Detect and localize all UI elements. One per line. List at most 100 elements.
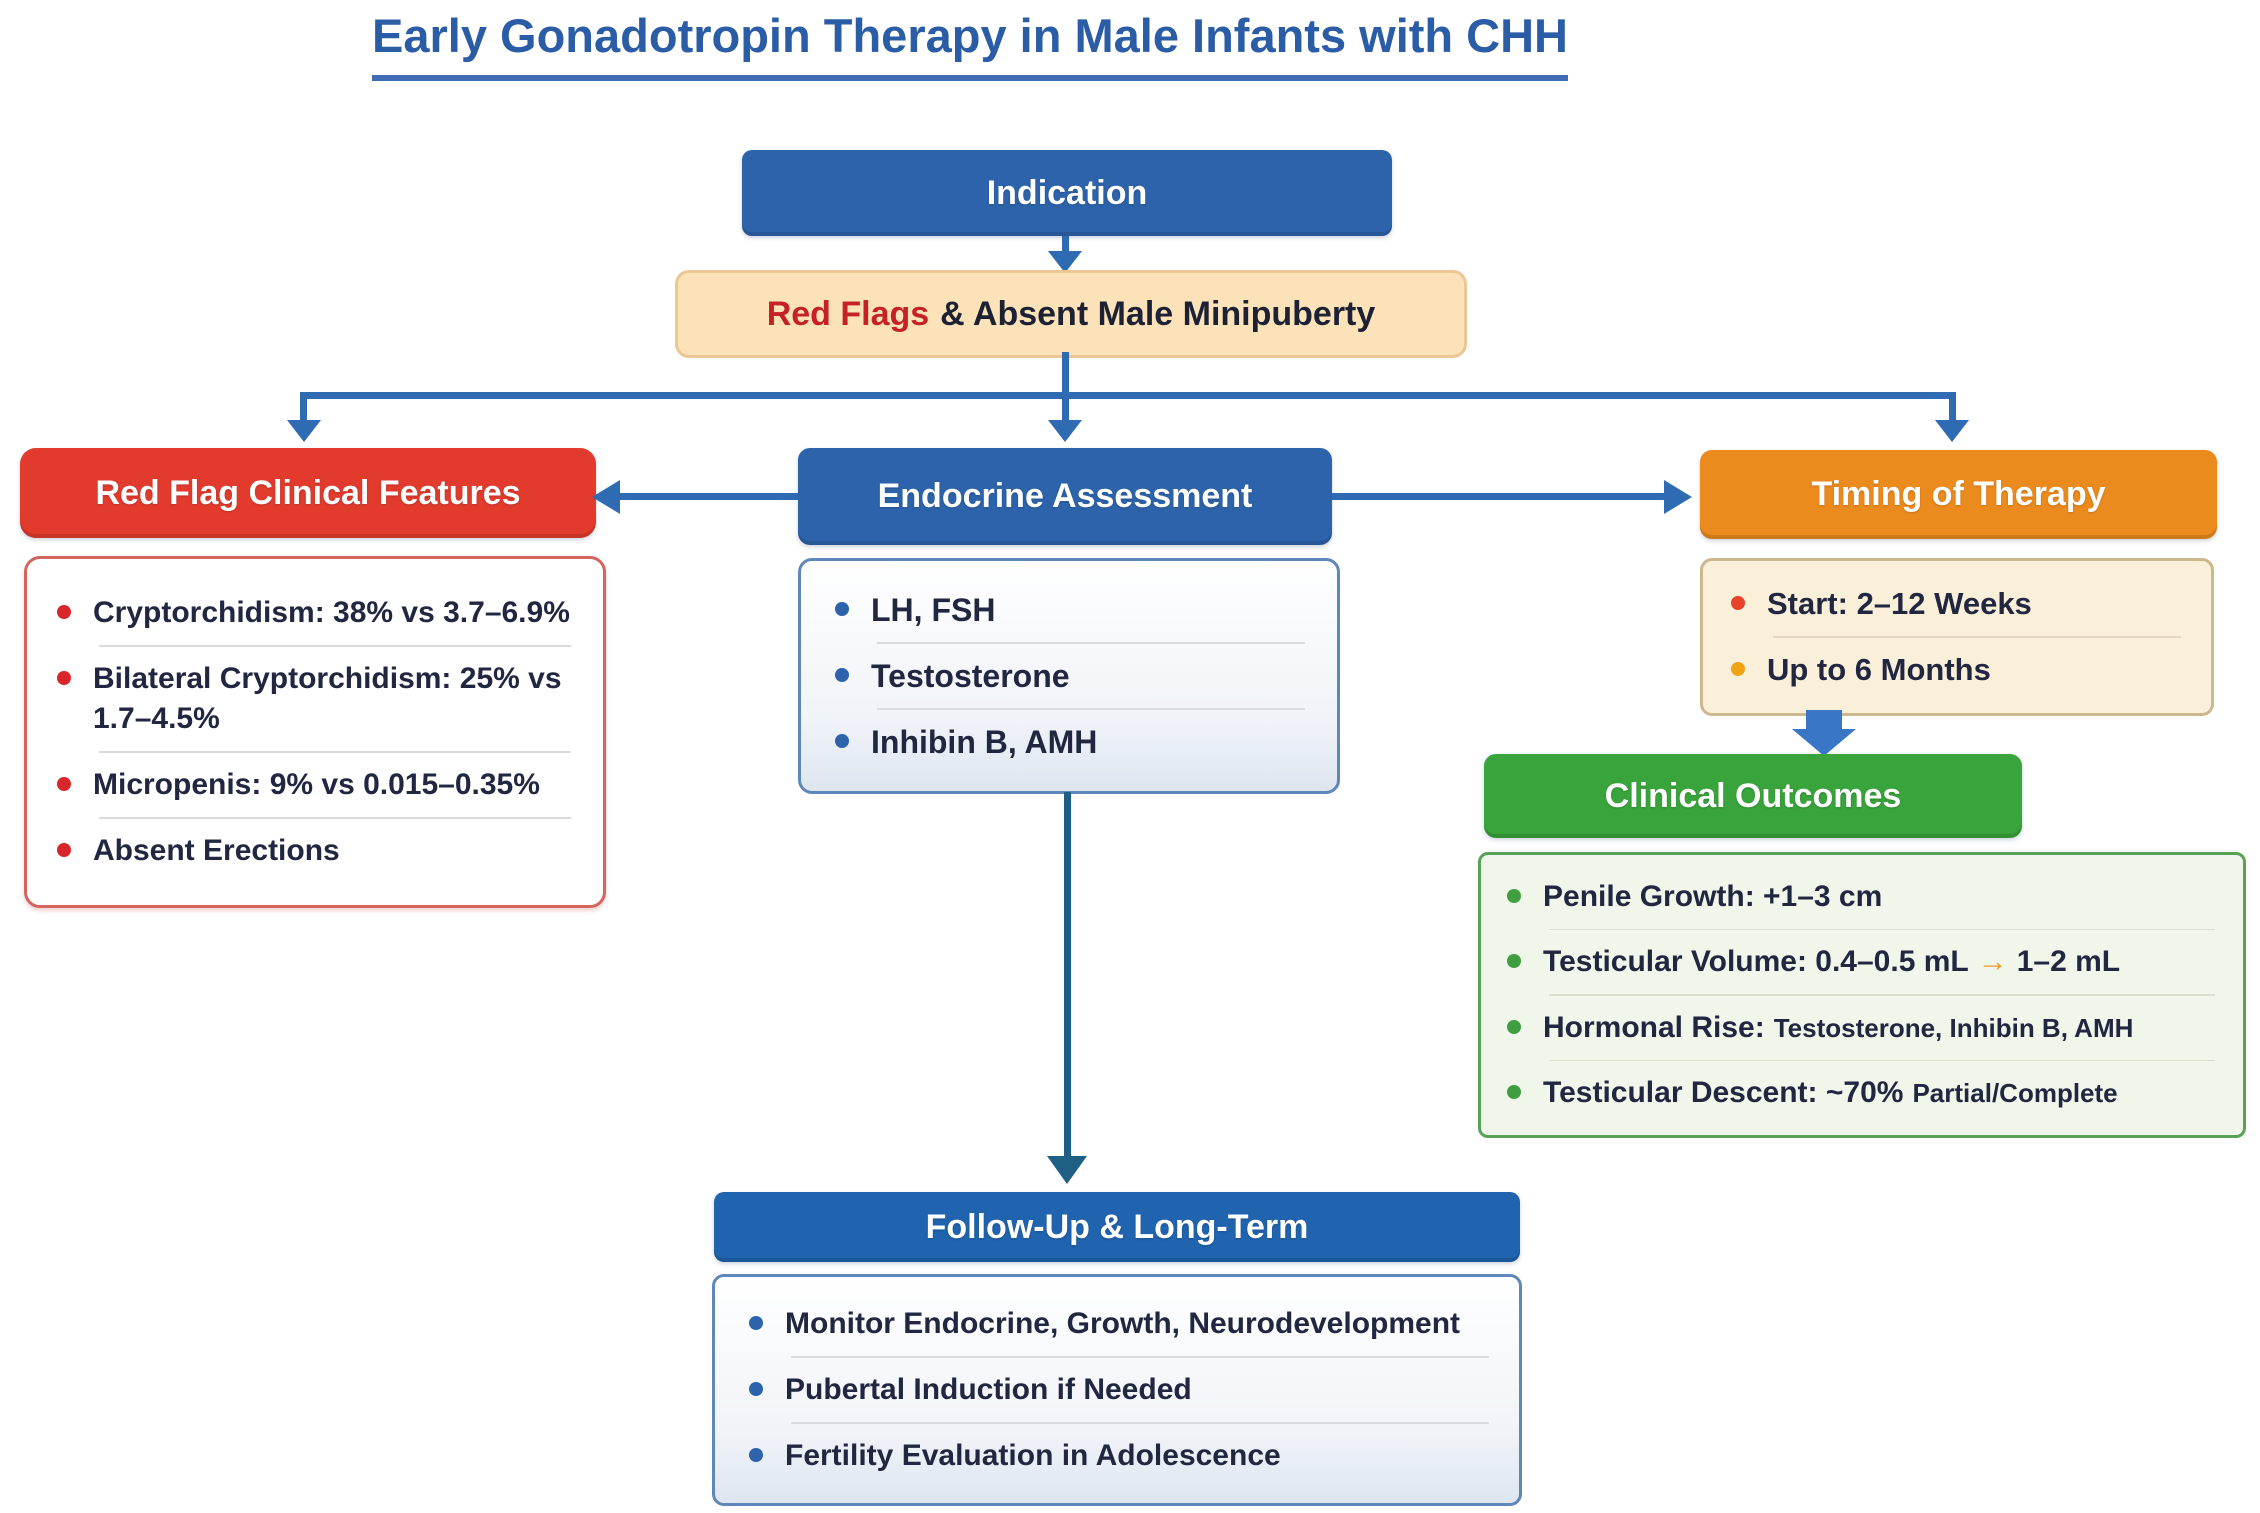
list-divider bbox=[877, 708, 1305, 710]
list-divider bbox=[1549, 1059, 2215, 1061]
list-item-text: Inhibin B, AMH bbox=[871, 724, 1098, 760]
list-item: Start: 2–12 Weeks bbox=[1731, 574, 2195, 634]
list-divider bbox=[99, 645, 571, 647]
list-item: Monitor Endocrine, Growth, Neurodevelopm… bbox=[749, 1294, 1503, 1354]
list-divider bbox=[1549, 994, 2215, 996]
bullet-dot-icon bbox=[1731, 596, 1745, 610]
red-flags-banner: Red Flags & Absent Male Minipuberty bbox=[675, 270, 1467, 358]
bullet-dot-icon bbox=[57, 777, 71, 791]
list-item-text: Fertility Evaluation in Adolescence bbox=[785, 1439, 1281, 1472]
list-item-text: Penile Growth: +1–3 cm bbox=[1543, 880, 1883, 913]
arrow-indication-head-icon bbox=[1048, 251, 1082, 273]
clinical-outcomes-list: Penile Growth: +1–3 cm Testicular Volume… bbox=[1478, 852, 2246, 1138]
red-flag-features-header: Red Flag Clinical Features bbox=[20, 448, 596, 538]
endocrine-assessment-list: LH, FSH Testosterone Inhibin B, AMH bbox=[798, 558, 1340, 794]
bullet-dot-icon bbox=[57, 605, 71, 619]
arrow-endocrine-to-followup-head-icon bbox=[1047, 1156, 1087, 1184]
endocrine-assessment-header: Endocrine Assessment bbox=[798, 448, 1332, 545]
bullet-dot-icon bbox=[835, 668, 849, 682]
list-item-text: LH, FSH bbox=[871, 592, 996, 628]
list-item: Pubertal Induction if Needed bbox=[749, 1360, 1503, 1420]
arrow-timing-to-outcomes-head-icon bbox=[1792, 729, 1856, 756]
orange-arrow-icon: → bbox=[1977, 945, 2008, 979]
follow-up-title: Follow-Up & Long-Term bbox=[925, 1207, 1309, 1246]
timing-of-therapy-list: Start: 2–12 Weeks Up to 6 Months bbox=[1700, 558, 2214, 716]
bullet-dot-icon bbox=[57, 671, 71, 685]
list-item-text: Up to 6 Months bbox=[1767, 652, 1991, 687]
list-item: Testicular Descent: ~70% Partial/Complete bbox=[1507, 1063, 2229, 1123]
bullet-dot-icon bbox=[749, 1382, 763, 1396]
list-divider bbox=[1549, 929, 2215, 931]
list-item-text: Hormonal Rise: Testosterone, Inhibin B, A… bbox=[1543, 1008, 2133, 1048]
list-divider bbox=[99, 751, 571, 753]
list-item-text: Pubertal Induction if Needed bbox=[785, 1373, 1192, 1406]
list-item-text: Micropenis: 9% vs 0.015–0.35% bbox=[93, 768, 540, 801]
banner-rest: & Absent Male Minipuberty bbox=[940, 294, 1376, 333]
list-divider bbox=[99, 817, 571, 819]
timing-of-therapy-title: Timing of Therapy bbox=[1811, 475, 2106, 513]
arrow-endocrine-to-redflags-line bbox=[618, 493, 798, 500]
bullet-dot-icon bbox=[749, 1448, 763, 1462]
arrow-right-branch-head-icon bbox=[1935, 420, 1969, 442]
connector-banner-stem bbox=[1062, 352, 1069, 396]
list-divider bbox=[877, 642, 1305, 644]
outcome-detail: Partial/Complete bbox=[1912, 1077, 2118, 1108]
connector-left-stem bbox=[300, 392, 307, 422]
bullet-dot-icon bbox=[57, 843, 71, 857]
bullet-dot-icon bbox=[835, 602, 849, 616]
banner-highlight: Red Flags bbox=[766, 294, 930, 333]
list-item-text: Absent Erections bbox=[93, 834, 340, 867]
arrow-endocrine-to-redflags-head-icon bbox=[592, 480, 620, 514]
clinical-outcomes-header: Clinical Outcomes bbox=[1484, 754, 2022, 838]
list-item-text: Cryptorchidism: 38% vs 3.7–6.9% bbox=[93, 596, 570, 629]
endocrine-assessment-title: Endocrine Assessment bbox=[877, 477, 1253, 515]
arrow-indication-stem bbox=[1062, 236, 1069, 254]
bullet-dot-icon bbox=[835, 734, 849, 748]
timing-of-therapy-header: Timing of Therapy bbox=[1700, 450, 2217, 539]
arrow-endocrine-to-timing-head-icon bbox=[1664, 480, 1692, 514]
arrow-endocrine-to-followup-stem bbox=[1064, 792, 1071, 1160]
red-flag-features-title: Red Flag Clinical Features bbox=[95, 473, 521, 512]
list-item: Bilateral Cryptorchidism: 25% vs 1.7–4.5… bbox=[57, 649, 585, 749]
outcome-label: Testicular Descent: ~70% bbox=[1543, 1075, 1904, 1109]
arrow-left-branch-head-icon bbox=[287, 420, 321, 442]
list-item: Testosterone bbox=[835, 646, 1319, 706]
connector-center-stem bbox=[1062, 392, 1069, 422]
list-item: Testicular Volume: 0.4–0.5 mL → 1–2 mL bbox=[1507, 932, 2229, 992]
list-item-text: Testicular Volume: 0.4–0.5 mL → 1–2 mL bbox=[1543, 942, 2120, 982]
list-item: Absent Erections bbox=[57, 821, 585, 881]
arrow-endocrine-to-timing-line bbox=[1332, 493, 1666, 500]
list-item: Fertility Evaluation in Adolescence bbox=[749, 1426, 1503, 1486]
page-title: Early Gonadotropin Therapy in Male Infan… bbox=[372, 8, 1568, 81]
arrow-center-branch-head-icon bbox=[1048, 420, 1082, 442]
bullet-dot-icon bbox=[1507, 954, 1521, 969]
list-item: Hormonal Rise: Testosterone, Inhibin B, A… bbox=[1507, 998, 2229, 1058]
list-item: Up to 6 Months bbox=[1731, 640, 2195, 700]
arrow-timing-to-outcomes-stem bbox=[1806, 710, 1842, 730]
list-divider bbox=[1773, 636, 2181, 638]
list-item: Inhibin B, AMH bbox=[835, 712, 1319, 772]
list-item-text: Testosterone bbox=[871, 658, 1070, 694]
list-item: Micropenis: 9% vs 0.015–0.35% bbox=[57, 755, 585, 815]
list-item-text: Testicular Descent: ~70% Partial/Complete bbox=[1543, 1073, 2118, 1113]
outcome-volume-before: Testicular Volume: 0.4–0.5 mL bbox=[1543, 945, 1969, 979]
indication-box: Indication bbox=[742, 150, 1392, 236]
list-item: Cryptorchidism: 38% vs 3.7–6.9% bbox=[57, 583, 585, 643]
connector-right-stem bbox=[1949, 392, 1956, 422]
bullet-dot-icon bbox=[1507, 889, 1521, 903]
bullet-dot-icon bbox=[1507, 1019, 1521, 1034]
outcome-detail: Testosterone, Inhibin B, AMH bbox=[1773, 1012, 2134, 1043]
list-item-text: Start: 2–12 Weeks bbox=[1767, 586, 2032, 621]
list-item: LH, FSH bbox=[835, 580, 1319, 640]
bullet-dot-icon bbox=[749, 1316, 763, 1330]
connector-horizontal-line bbox=[300, 392, 1956, 399]
follow-up-header: Follow-Up & Long-Term bbox=[714, 1192, 1520, 1262]
outcome-label: Hormonal Rise: bbox=[1543, 1010, 1765, 1044]
follow-up-list: Monitor Endocrine, Growth, Neurodevelopm… bbox=[712, 1274, 1522, 1506]
bullet-dot-icon bbox=[1731, 662, 1745, 676]
bullet-dot-icon bbox=[1507, 1084, 1521, 1099]
red-flag-features-list: Cryptorchidism: 38% vs 3.7–6.9% Bilatera… bbox=[24, 556, 606, 908]
list-item: Penile Growth: +1–3 cm bbox=[1507, 867, 2229, 927]
list-item-text: Bilateral Cryptorchidism: 25% vs 1.7–4.5… bbox=[93, 662, 562, 735]
